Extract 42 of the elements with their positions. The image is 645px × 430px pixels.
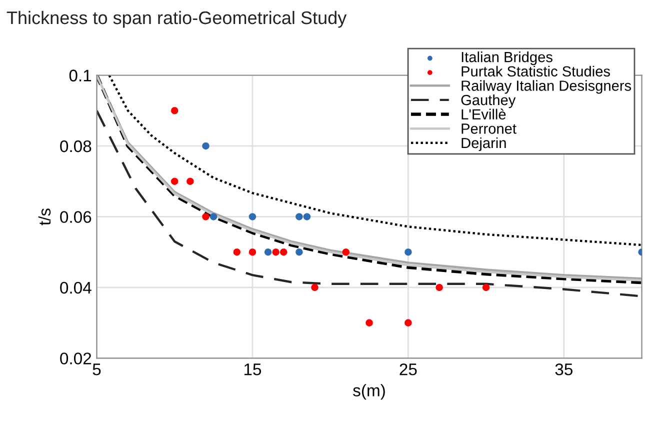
point <box>366 319 373 326</box>
point <box>404 319 412 326</box>
point <box>210 213 218 220</box>
y-tick-label: 0.04 <box>60 282 92 294</box>
y-axis-title: t/s <box>38 208 51 226</box>
x-tick-label: 5 <box>92 364 101 376</box>
legend-label: Purtak Statistic Studies <box>462 66 610 77</box>
point <box>186 178 194 185</box>
x-tick-label: 35 <box>555 363 572 376</box>
y-tick-label: 0.1 <box>69 70 92 82</box>
point <box>436 284 443 292</box>
point <box>248 248 256 256</box>
point <box>233 248 241 256</box>
legend-label: Perronet <box>462 124 516 134</box>
x-tick-label: 15 <box>244 364 262 376</box>
chart-title: Thickness to span ratio-Geometrical Study <box>6 10 347 28</box>
point <box>404 248 412 256</box>
point <box>296 248 303 256</box>
point <box>272 248 280 256</box>
legend-label: L'Evillè <box>462 108 506 120</box>
legend-label: Dejarin <box>462 137 506 152</box>
point <box>202 213 210 220</box>
legend-label: Italian Bridges <box>462 52 552 66</box>
point <box>280 248 288 256</box>
point <box>311 284 318 292</box>
y-tick-label: 0.02 <box>60 352 92 364</box>
line-series <box>108 75 642 246</box>
x-tick-label: 25 <box>400 363 417 376</box>
point <box>170 178 178 185</box>
point <box>264 248 272 256</box>
legend-label: Gauthey <box>461 94 516 108</box>
x-axis-title: s(m) <box>353 384 385 400</box>
legend-label: Railway Italian Desisgners <box>462 80 632 94</box>
y-tick-label: 0.06 <box>60 211 92 223</box>
y-tick-label: 0.08 <box>60 140 92 152</box>
point <box>202 142 210 150</box>
point <box>296 213 303 220</box>
point <box>170 106 178 114</box>
point <box>303 213 311 220</box>
point <box>342 248 350 256</box>
point <box>482 284 490 292</box>
point <box>248 213 256 220</box>
